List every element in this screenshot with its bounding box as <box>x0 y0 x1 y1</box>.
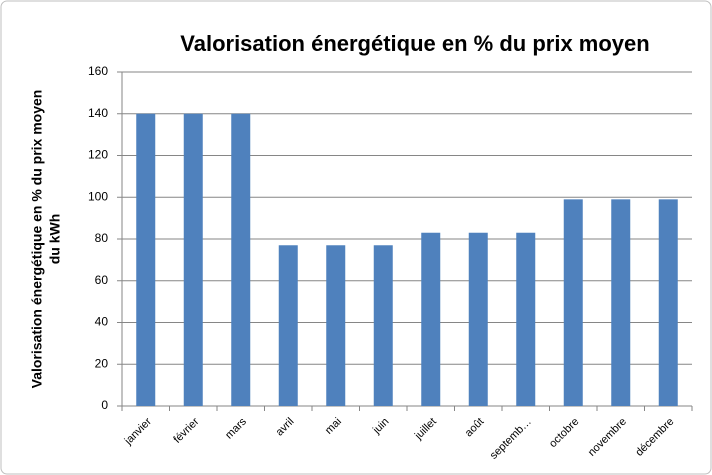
y-tick-label: 20 <box>95 356 109 370</box>
bar <box>658 199 678 406</box>
y-tick-label: 40 <box>95 315 109 329</box>
y-tick-label: 60 <box>95 273 109 287</box>
bar <box>563 199 583 406</box>
chart-title: Valorisation énergétique en % du prix mo… <box>180 31 649 56</box>
y-tick-label: 100 <box>88 189 108 203</box>
y-tick-label: 160 <box>88 64 108 78</box>
bar <box>278 245 298 406</box>
bar <box>231 113 251 406</box>
y-tick-label: 140 <box>88 106 108 120</box>
bar <box>421 232 441 406</box>
y-tick-label: 80 <box>95 231 109 245</box>
bar <box>611 199 631 406</box>
y-axis-label: Valorisation énergétique en % du prix mo… <box>29 90 45 389</box>
y-axis-label: du kWh <box>47 214 63 265</box>
bar <box>373 245 393 406</box>
bar <box>516 232 536 406</box>
bar <box>326 245 346 406</box>
y-tick-label: 0 <box>101 398 108 412</box>
bar <box>468 232 488 406</box>
y-tick-label: 120 <box>88 148 108 162</box>
bar <box>136 113 156 406</box>
bar <box>183 113 203 406</box>
